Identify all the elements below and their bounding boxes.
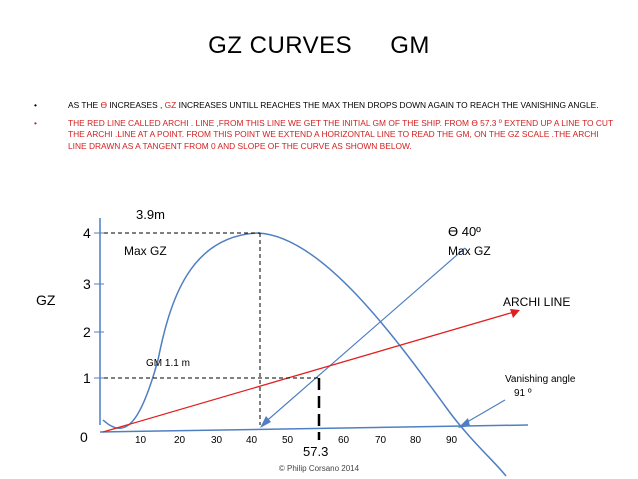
title-right: GM [390,32,430,59]
y-tick-0: 0 [80,429,88,445]
copyright: © Philip Corsano 2014 [278,464,360,473]
archi-arrow-head [510,309,520,318]
x-tick-10: 10 [135,435,147,446]
vanishing-label: Vanishing angle [505,374,576,385]
x-tick-30: 30 [211,435,223,446]
title-left: GZ CURVES [208,32,353,59]
max-gz-value: 3.9m [136,207,165,222]
vanishing-pointer-line [461,399,506,426]
x-tick-40: 40 [246,435,258,446]
x-axis [99,424,529,433]
bullet-2: • THE RED LINE CALLED ARCHI . LINE ,FROM… [24,118,614,153]
gm-label: GM 1.1 m [146,358,190,369]
x-tick-70: 70 [375,435,387,446]
y-tick-1: 1 [83,370,91,386]
x-tick-60: 60 [338,435,350,446]
vanishing-arrow-head [458,418,470,428]
bullet-1-part-5: INCREASES UNTILL REACHES THE MAX THEN DR… [176,100,599,110]
theta-57-3-label: 57.3 [303,444,328,459]
bullet-1: • AS THE Ɵ INCREASES , GZ INCREASES UNTI… [24,100,614,112]
bullet-1-part-2: Ɵ [100,100,110,110]
y-tick-3: 3 [83,276,91,292]
bullet-1-part-1: AS THE [68,100,101,110]
bullet-2-part-2: CALLED ARCHI . LINE ,FROM THIS LINE WE G… [68,117,613,140]
bullet-1-part-4: GZ [164,100,177,110]
bullet-2-part-3: THE ARCHI LINE DRAWN AS A TANGENT FROM 0… [68,129,599,151]
x-tick-80: 80 [410,435,422,446]
theta-40-label: Ɵ 40º [448,224,481,239]
max-gz-label: Max GZ [124,244,167,258]
theta-40-sublabel: Max GZ [448,244,491,258]
x-tick-50: 50 [282,435,294,446]
archi-line-label: ARCHI LINE [503,295,570,309]
bullet-list: • AS THE Ɵ INCREASES , GZ INCREASES UNTI… [24,100,614,158]
bullet-1-marker: • [34,100,37,110]
vanishing-angle-value: 91 º [514,388,532,399]
bullet-2-part-1: THE RED LINE [68,117,126,128]
theta-40-pointer-line [261,247,466,426]
archi-line [102,311,515,433]
x-tick-20: 20 [174,435,186,446]
y-tick-4: 4 [83,225,91,241]
bullet-2-marker: • [34,117,37,128]
bullet-1-part-3: INCREASES , [109,100,165,110]
y-tick-2: 2 [83,324,91,340]
theta-arrow-head [260,416,271,428]
slide-title: GZ CURVES GM [0,32,638,60]
x-tick-90: 90 [446,435,458,446]
y-axis-label: GZ [36,292,56,308]
